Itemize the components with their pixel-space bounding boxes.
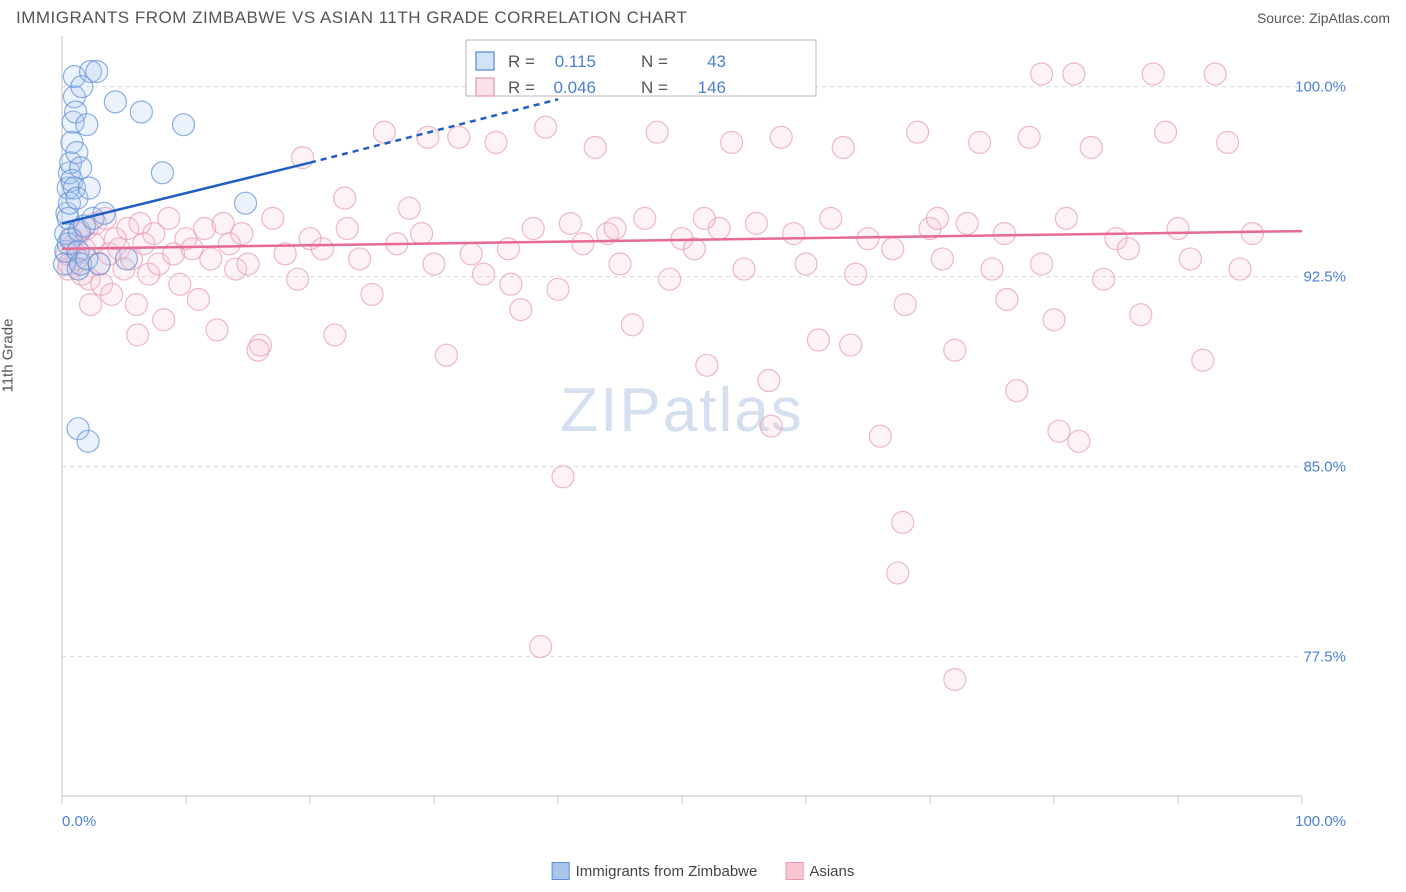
legend-label-asians: Asians (809, 863, 854, 880)
svg-text:146: 146 (698, 78, 726, 97)
x-axis-min-label: 0.0% (62, 813, 96, 830)
svg-text:R =: R = (508, 52, 535, 71)
svg-text:0.046: 0.046 (553, 78, 596, 97)
legend-swatch-asians (785, 862, 803, 880)
x-axis-max-label: 100.0% (1295, 813, 1346, 830)
svg-text:92.5%: 92.5% (1303, 269, 1346, 286)
legend-swatch-zimbabwe (552, 862, 570, 880)
chart-title: IMMIGRANTS FROM ZIMBABWE VS ASIAN 11TH G… (16, 8, 687, 28)
legend-bottom: Immigrants from Zimbabwe Asians (552, 862, 855, 880)
svg-text:N =: N = (641, 52, 668, 71)
legend-item-zimbabwe: Immigrants from Zimbabwe (552, 862, 758, 880)
svg-text:85.0%: 85.0% (1303, 459, 1346, 476)
svg-text:N =: N = (641, 78, 668, 97)
scatter-chart: 77.5%85.0%92.5%100.0%ZIPatlasR =0.115N =… (16, 36, 1346, 806)
legend-label-zimbabwe: Immigrants from Zimbabwe (576, 863, 758, 880)
legend-item-asians: Asians (785, 862, 854, 880)
svg-text:R =: R = (508, 78, 535, 97)
svg-text:77.5%: 77.5% (1303, 649, 1346, 666)
chart-container: 11th Grade 77.5%85.0%92.5%100.0%ZIPatlas… (16, 36, 1390, 806)
svg-text:43: 43 (707, 52, 726, 71)
svg-text:0.115: 0.115 (555, 52, 596, 71)
source-label: Source: ZipAtlas.com (1257, 10, 1390, 26)
y-axis-label: 11th Grade (0, 319, 17, 393)
svg-text:100.0%: 100.0% (1295, 79, 1346, 96)
